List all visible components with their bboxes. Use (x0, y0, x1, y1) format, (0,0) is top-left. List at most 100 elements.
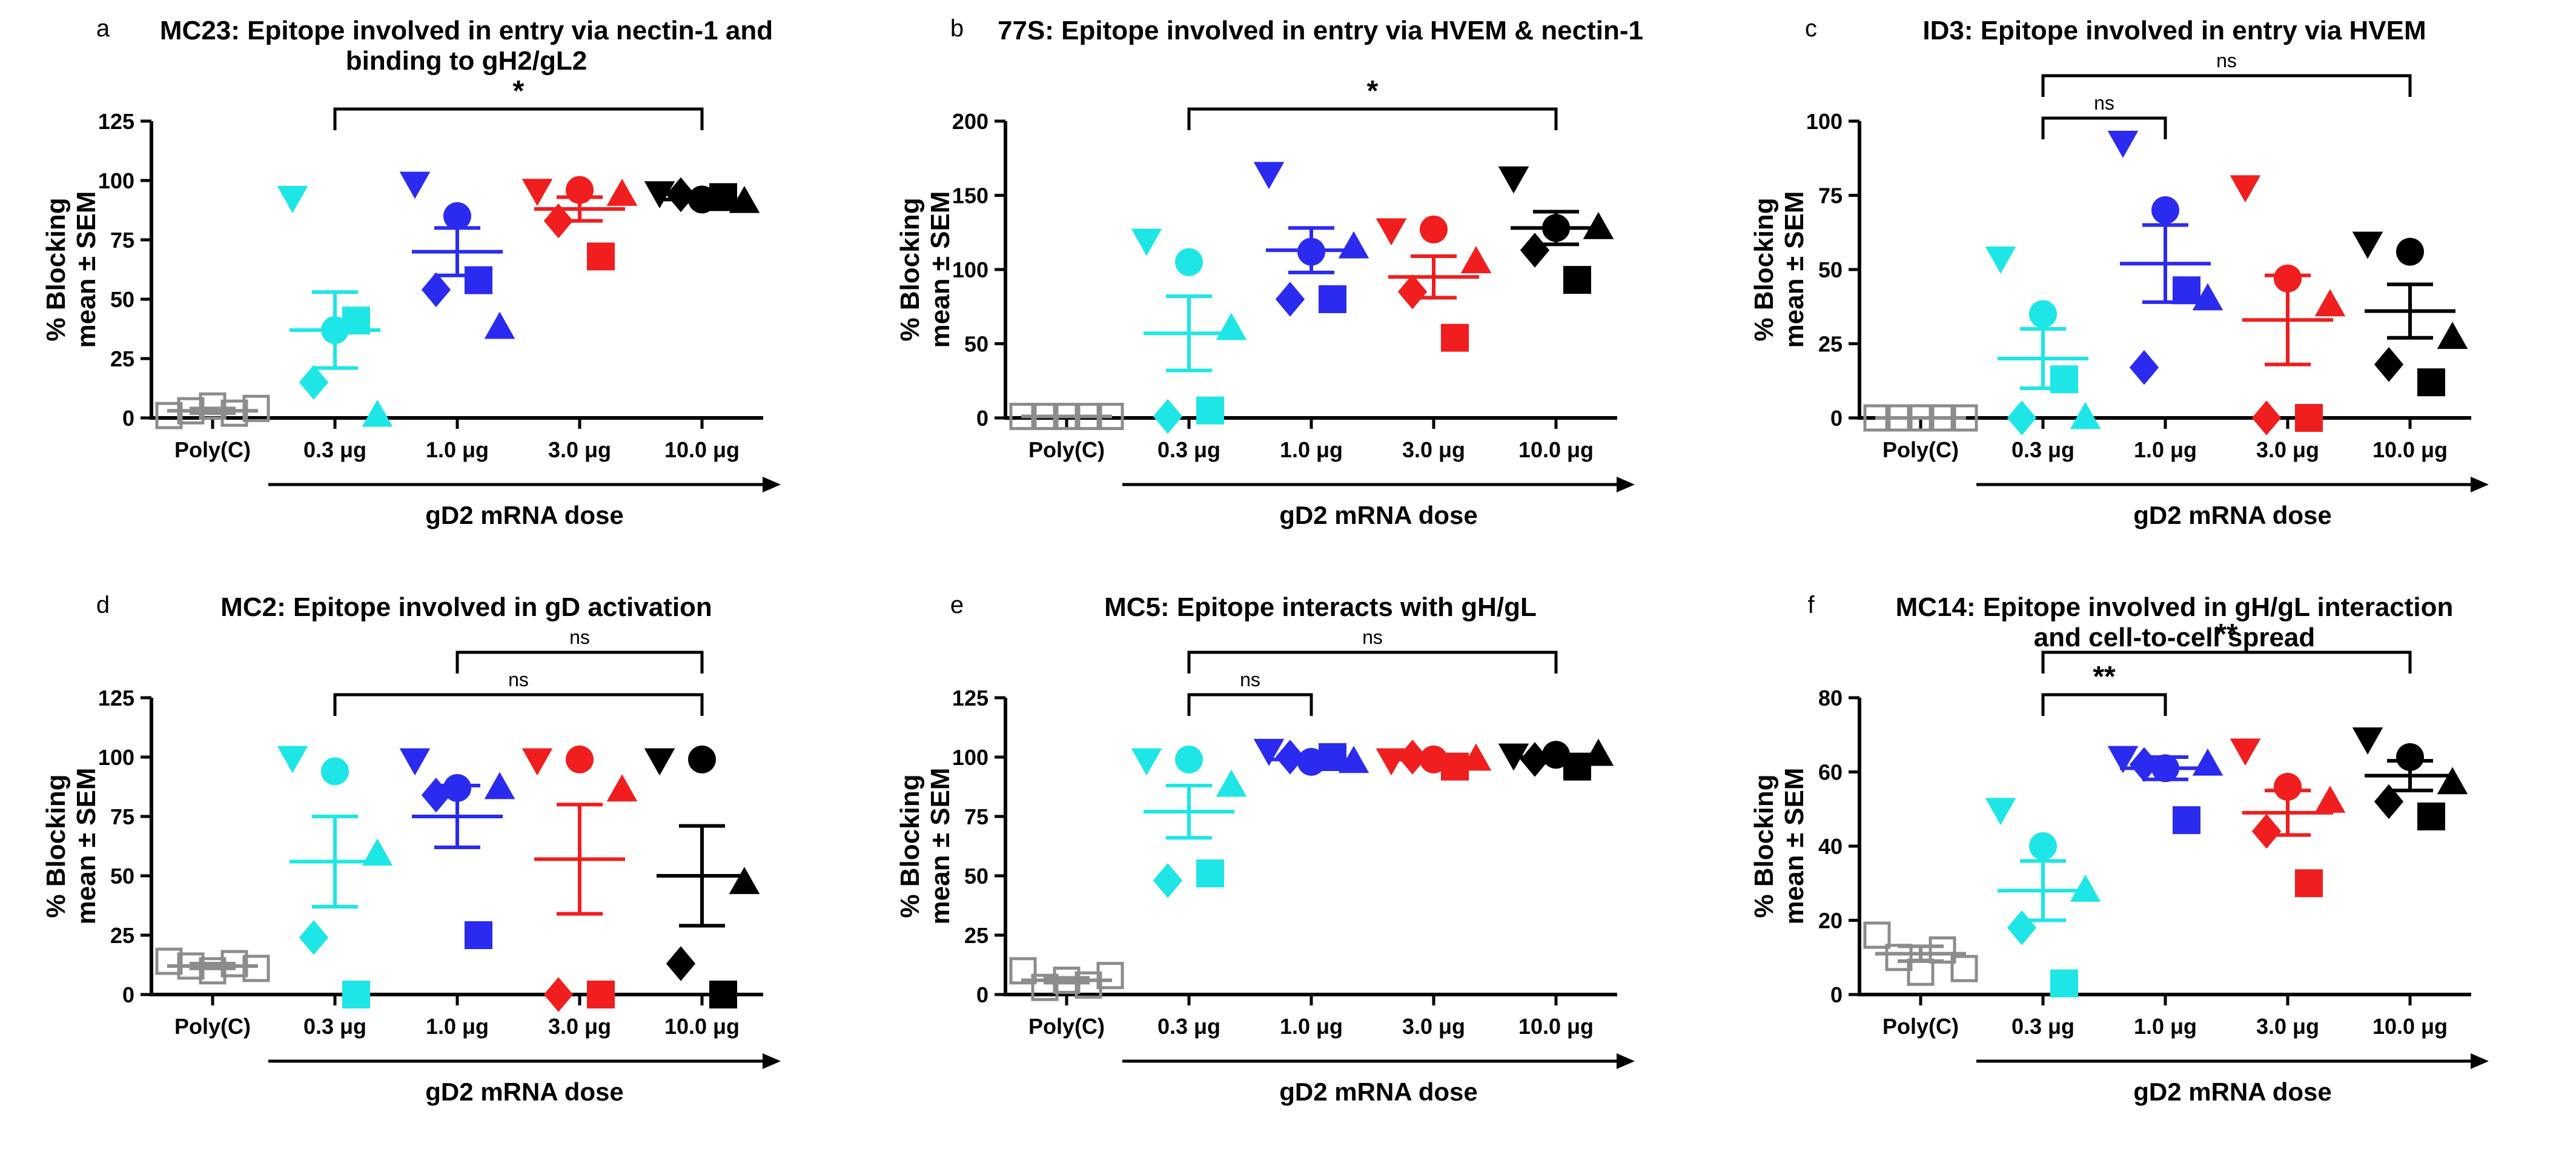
data-point (2251, 400, 2282, 435)
x-axis-arrow-label: gD2 mRNA dose (425, 1078, 624, 1106)
data-point (729, 867, 760, 895)
significance-label: ** (2093, 661, 2116, 693)
significance-bracket (333, 693, 704, 716)
series-0 (1009, 403, 1124, 431)
significance-label: ns (1240, 669, 1260, 690)
y-tick-label: 20 (1818, 909, 1843, 933)
y-tick-label: 50 (110, 864, 134, 889)
data-point (566, 745, 594, 773)
series-1 (277, 746, 393, 1008)
data-point (688, 745, 716, 773)
chart-title: binding to gH2/gL2 (346, 46, 587, 76)
data-point (1153, 399, 1183, 434)
panel-letter: d (96, 592, 110, 618)
x-axis-arrow-label: gD2 mRNA dose (1279, 501, 1478, 529)
x-tick-label: 10.0 μg (664, 437, 740, 462)
data-point (2151, 196, 2179, 224)
y-tick-label: 50 (964, 332, 988, 357)
significance-label: ns (1362, 626, 1383, 648)
data-point (2274, 773, 2302, 801)
data-point (1950, 955, 1978, 982)
data-point (155, 947, 183, 975)
series-3 (521, 745, 638, 1012)
panel-letter: e (950, 592, 964, 618)
data-point (644, 748, 675, 776)
y-axis-label-line1: % Blocking (1749, 197, 1779, 341)
data-point (199, 957, 227, 985)
significance-bracket (2041, 74, 2412, 97)
data-point (2107, 130, 2139, 158)
data-point (521, 748, 553, 776)
chart-panel-c: c ID3: Epitope involved in entry via HVEM… (1749, 15, 2489, 529)
y-axis-label: % Blocking mean ± SEM (895, 191, 955, 348)
x-tick-label: Poly(C) (1882, 1014, 1959, 1039)
y-tick-label: 75 (110, 228, 134, 253)
data-point (199, 392, 227, 420)
x-tick-label: Poly(C) (1028, 1014, 1105, 1039)
series-1 (1985, 247, 2101, 435)
chart-panel-f: f MC14: Epitope involved in gH/gL interac… (1749, 592, 2489, 1106)
x-tick-label: Poly(C) (1028, 437, 1105, 462)
data-point (1498, 166, 1529, 194)
data-point (2192, 748, 2223, 776)
x-tick-label: 3.0 μg (1402, 437, 1465, 462)
x-axis-arrow-label: gD2 mRNA dose (425, 501, 624, 529)
x-tick-label: 10.0 μg (2372, 437, 2448, 462)
data-point (484, 311, 515, 339)
significance-label: * (1367, 75, 1379, 107)
x-tick-label: 1.0 μg (1280, 437, 1343, 462)
series-2 (2107, 746, 2223, 835)
y-tick-label: 25 (110, 346, 134, 371)
y-axis-label: % Blocking mean ± SEM (41, 191, 101, 348)
x-tick-label: 0.3 μg (1157, 437, 1220, 462)
chart-panel-d: d MC2: Epitope involved in gD activation 0… (41, 592, 781, 1106)
y-axis-label: % Blocking mean ± SEM (41, 768, 101, 925)
data-point (2437, 767, 2468, 795)
data-point (2007, 910, 2037, 945)
x-tick-label: 3.0 μg (1402, 1014, 1465, 1039)
data-point (2417, 803, 2445, 830)
series-2 (399, 748, 515, 949)
x-tick-label: 3.0 μg (548, 437, 611, 462)
data-point (1520, 233, 1550, 268)
y-axis-label-line2: mean ± SEM (925, 768, 955, 925)
significance-bracket (2041, 116, 2167, 139)
data-point (1196, 859, 1224, 888)
series-2 (1253, 162, 1369, 317)
data-point (1175, 248, 1203, 276)
data-point (342, 981, 370, 1008)
data-point (242, 394, 270, 422)
y-tick-label: 125 (98, 109, 134, 134)
y-tick-label: 100 (952, 257, 988, 282)
series-3 (1376, 740, 1492, 781)
x-tick-label: 1.0 μg (426, 1014, 489, 1039)
y-tick-label: 100 (98, 745, 134, 770)
x-tick-label: Poly(C) (174, 437, 251, 462)
dose-arrowhead (2471, 1053, 2489, 1069)
significance-bracket (1187, 650, 1558, 674)
series-3 (521, 176, 638, 271)
data-point (587, 242, 615, 271)
chart-title: MC2: Epitope involved in gD activation (220, 592, 712, 622)
y-tick-label: 80 (1818, 686, 1843, 710)
data-point (1420, 215, 1448, 243)
data-point (644, 181, 675, 209)
x-axis-arrow-label: gD2 mRNA dose (2133, 501, 2332, 529)
data-point (2029, 832, 2057, 860)
y-tick-label: 100 (952, 745, 988, 770)
data-point (2129, 349, 2159, 385)
data-point (2173, 276, 2200, 305)
x-tick-label: Poly(C) (1882, 437, 1959, 462)
chart-title: MC23: Epitope involved in entry via nect… (160, 16, 773, 45)
chart-title: 77S: Epitope involved in entry via HVEM … (998, 16, 1643, 45)
x-tick-label: 10.0 μg (1518, 1014, 1594, 1039)
significance-label: ns (2094, 92, 2114, 114)
y-tick-label: 75 (1818, 184, 1843, 208)
data-point (484, 772, 515, 799)
y-tick-label: 0 (976, 982, 988, 1007)
x-tick-label: 0.3 μg (303, 437, 366, 462)
series-1 (1985, 798, 2101, 998)
y-axis-label: % Blocking mean ± SEM (1749, 768, 1809, 925)
series-0 (1863, 921, 1978, 986)
